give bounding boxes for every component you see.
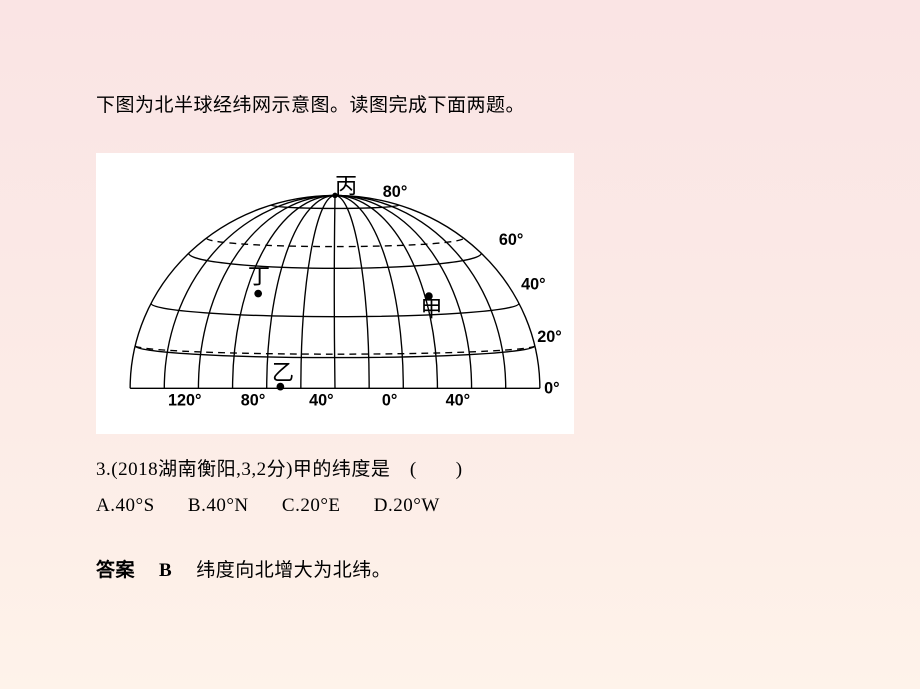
option-d: D.20°W bbox=[374, 495, 440, 517]
svg-text:0°: 0° bbox=[544, 379, 560, 397]
svg-text:甲: 甲 bbox=[420, 297, 442, 322]
svg-text:40°: 40° bbox=[521, 275, 546, 293]
svg-text:20°: 20° bbox=[537, 328, 562, 346]
svg-text:80°: 80° bbox=[383, 183, 408, 201]
svg-text:乙: 乙 bbox=[272, 360, 294, 385]
globe-diagram: 丙丁甲乙 80° 60° 40° 20° 0° 120° 80° 40° 0° 40° bbox=[96, 153, 574, 434]
svg-text:40°: 40° bbox=[309, 391, 334, 409]
option-c: C.20°E bbox=[282, 495, 341, 517]
svg-text:丙: 丙 bbox=[335, 174, 357, 199]
svg-text:80°: 80° bbox=[241, 391, 266, 409]
question-line: 3.(2018湖南衡阳,3,2分)甲的纬度是 ( ) bbox=[96, 454, 824, 481]
question-number: 3. bbox=[96, 459, 111, 480]
answer-block: 答案 B 纬度向北增大为北纬。 bbox=[96, 555, 824, 582]
svg-text:40°: 40° bbox=[446, 391, 471, 409]
svg-text:60°: 60° bbox=[499, 231, 524, 249]
answer-label: 答案 bbox=[96, 560, 135, 581]
option-b: B.40°N bbox=[188, 495, 249, 517]
answer-explain: 纬度向北增大为北纬。 bbox=[196, 560, 391, 581]
option-a: A.40°S bbox=[96, 495, 155, 517]
svg-text:0°: 0° bbox=[382, 391, 398, 409]
question-stem: 甲的纬度是 ( ) bbox=[293, 459, 463, 480]
question-source: (2018湖南衡阳,3,2分) bbox=[111, 459, 293, 480]
svg-text:120°: 120° bbox=[168, 391, 202, 409]
answer-key: B bbox=[159, 560, 172, 581]
svg-text:丁: 丁 bbox=[248, 264, 270, 289]
options: A.40°S B.40°N C.20°E D.20°W bbox=[96, 495, 824, 517]
intro-text: 下图为北半球经纬网示意图。读图完成下面两题。 bbox=[96, 90, 824, 117]
